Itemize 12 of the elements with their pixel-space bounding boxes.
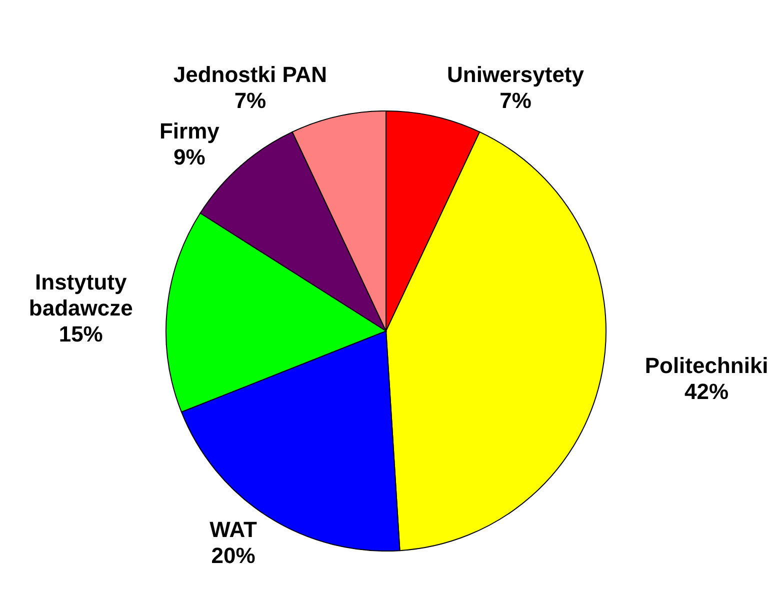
data-label: 7% xyxy=(500,88,532,113)
data-label: 7% xyxy=(234,88,266,113)
data-label: 20% xyxy=(211,542,256,568)
slice-label: WAT xyxy=(210,516,258,542)
slice-label: Instytuty badawcze xyxy=(28,268,133,320)
slice-label: Jednostki PAN xyxy=(173,62,328,87)
slice-label: Politechniki xyxy=(644,352,768,378)
data-label: 15% xyxy=(58,320,103,346)
data-label: 42% xyxy=(684,378,729,404)
slice-label: Firmy xyxy=(159,118,220,143)
slice-label: Uniwersytety xyxy=(447,62,585,87)
data-label: 9% xyxy=(174,144,206,169)
